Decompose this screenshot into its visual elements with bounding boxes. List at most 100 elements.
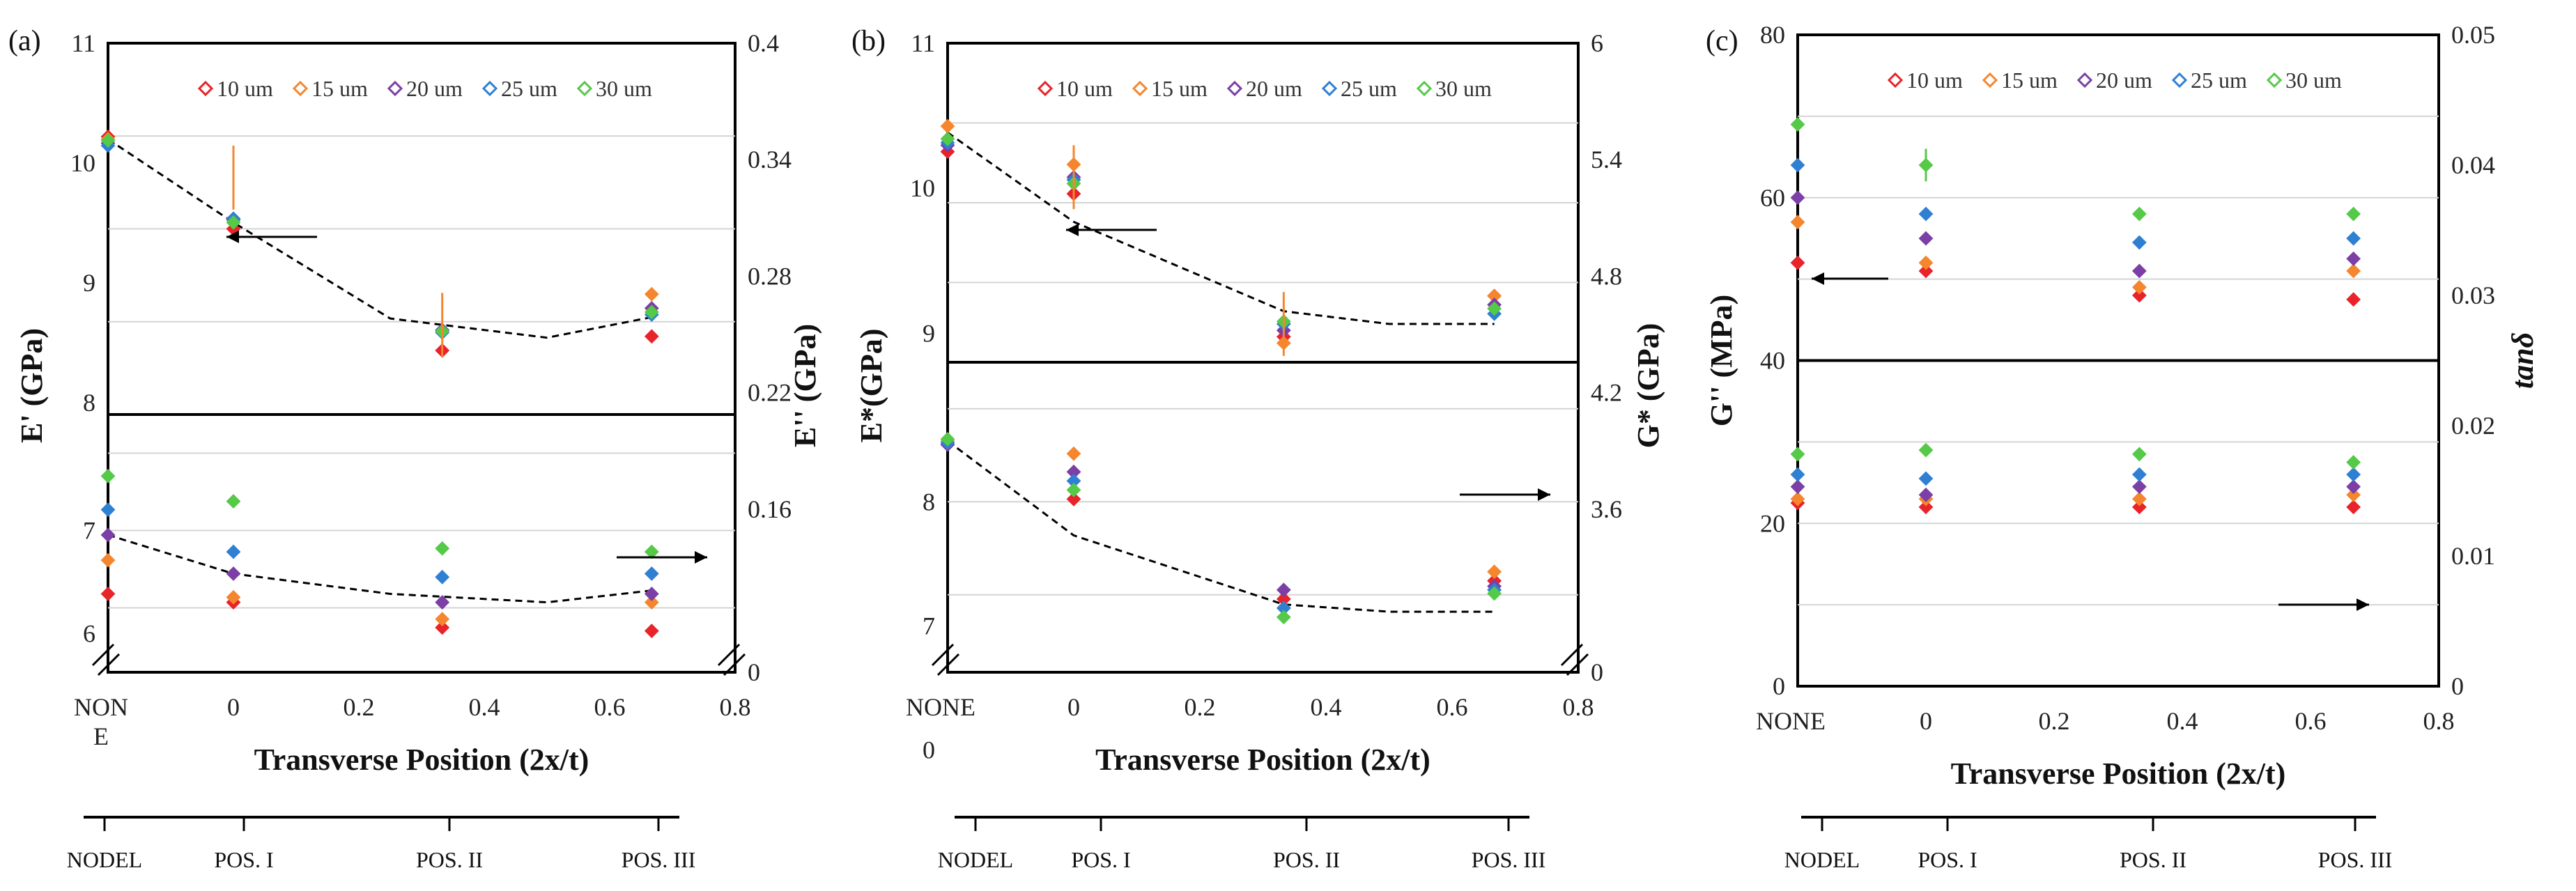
y-tick-label-right: 3.6 <box>1591 495 1622 523</box>
data-point <box>100 527 116 543</box>
data-point <box>2131 447 2147 462</box>
axis-break <box>723 653 746 676</box>
legend-label: 15 um <box>311 76 368 101</box>
data-point <box>2346 292 2361 307</box>
category-label: POS. III <box>622 847 696 872</box>
data-point <box>1918 231 1934 246</box>
data-point <box>2131 491 2147 506</box>
legend-marker <box>2076 72 2093 88</box>
data-point <box>1487 301 1502 316</box>
category-label: POS. I <box>214 847 273 872</box>
data-point <box>2131 499 2147 515</box>
data-point <box>1276 610 1291 625</box>
data-point <box>2346 231 2361 246</box>
y-tick-label-right: 4.2 <box>1591 379 1622 407</box>
axis-break <box>1566 653 1589 676</box>
x-tick-label: 0.8 <box>720 693 751 721</box>
x-tick-label: E <box>93 722 109 750</box>
y-tick-label-right: 0 <box>1591 658 1603 686</box>
x-tick-label: 0.4 <box>1311 693 1342 721</box>
data-point <box>1066 482 1081 497</box>
legend-marker <box>2171 72 2188 88</box>
x-axis-label: Transverse Position (2x/t) <box>1095 743 1430 777</box>
data-point <box>2131 206 2147 222</box>
data-point <box>1918 206 1934 222</box>
legend-marker <box>387 80 403 97</box>
data-point <box>1790 215 1805 230</box>
legend-marker <box>1037 80 1054 97</box>
y-tick-label: 60 <box>1760 184 1785 212</box>
x-tick-label: 0.8 <box>2423 707 2455 735</box>
y-tick-label: 10 <box>910 174 935 202</box>
data-point <box>100 587 116 601</box>
data-point <box>100 133 116 148</box>
data-point <box>2131 235 2147 250</box>
data-point <box>1790 447 1805 462</box>
legend-label: 25 um <box>1341 76 1397 101</box>
data-point <box>2346 263 2361 279</box>
panel-label: (a) <box>8 25 41 57</box>
y-tick-label-right: 4.8 <box>1591 262 1622 290</box>
data-point <box>435 595 450 610</box>
data-point <box>2346 206 2361 222</box>
data-point <box>644 566 659 581</box>
data-point <box>644 587 659 601</box>
arrow-left-head <box>226 231 239 243</box>
y-tick-label-right: 0.34 <box>748 146 792 173</box>
data-point <box>1276 582 1291 598</box>
data-point <box>1790 255 1805 270</box>
data-point <box>2346 479 2361 495</box>
legend-label: 20 um <box>406 76 463 101</box>
x-tick-label: 0.6 <box>594 693 626 721</box>
legend-marker <box>1416 80 1433 97</box>
y-axis-label-right: E'' (GPa) <box>788 324 822 447</box>
y-axis-label: E' (GPa) <box>15 328 49 443</box>
legend-marker <box>2266 72 2283 88</box>
data-point <box>2131 467 2147 482</box>
data-point <box>1790 479 1805 495</box>
data-point <box>1066 446 1081 461</box>
axis-break <box>931 643 955 667</box>
data-point <box>100 468 116 483</box>
y-tick-label-right: 0.28 <box>748 262 792 290</box>
data-point <box>644 595 659 610</box>
y-tick-label-right: 0 <box>2451 672 2464 700</box>
axis-break <box>717 643 741 667</box>
data-point <box>226 215 241 230</box>
data-point <box>1918 255 1934 270</box>
data-point <box>2346 251 2361 266</box>
axis-break <box>91 643 115 667</box>
category-label: NODEL <box>1784 847 1860 872</box>
data-point <box>1790 190 1805 206</box>
data-point <box>1918 442 1934 458</box>
y-axis-label-right: tanδ <box>2506 332 2540 389</box>
x-tick-label: 0 <box>1067 693 1080 721</box>
x-tick-label: NON <box>74 693 128 721</box>
legend-label: 25 um <box>501 76 557 101</box>
trend-line <box>947 440 1495 613</box>
category-label: POS. III <box>2318 847 2393 872</box>
arrow-left-head <box>1066 224 1079 236</box>
y-tick-label: 6 <box>83 620 95 648</box>
axis-break <box>97 653 121 676</box>
category-label: POS. I <box>1918 847 1977 872</box>
legend-marker <box>1226 80 1243 97</box>
y-tick-label-right: 0.05 <box>2451 21 2495 49</box>
data-point <box>940 431 955 447</box>
data-point <box>435 541 450 556</box>
y-tick-label-right: 0.22 <box>748 379 792 407</box>
trend-line <box>947 132 1495 325</box>
y-tick-label-right: 0.03 <box>2451 281 2495 309</box>
data-point <box>644 286 659 302</box>
data-point <box>1487 586 1502 601</box>
y-tick-label-right: 6 <box>1591 29 1603 57</box>
data-point <box>1790 467 1805 482</box>
data-point <box>1790 157 1805 173</box>
panel-label: (c) <box>1706 25 1738 57</box>
x-tick-label: 0.4 <box>469 693 500 721</box>
legend-marker <box>481 80 498 97</box>
plot-frame <box>107 42 736 674</box>
category-label: POS. II <box>2120 847 2186 872</box>
y-axis-label-right: G* (GPa) <box>1631 323 1665 449</box>
